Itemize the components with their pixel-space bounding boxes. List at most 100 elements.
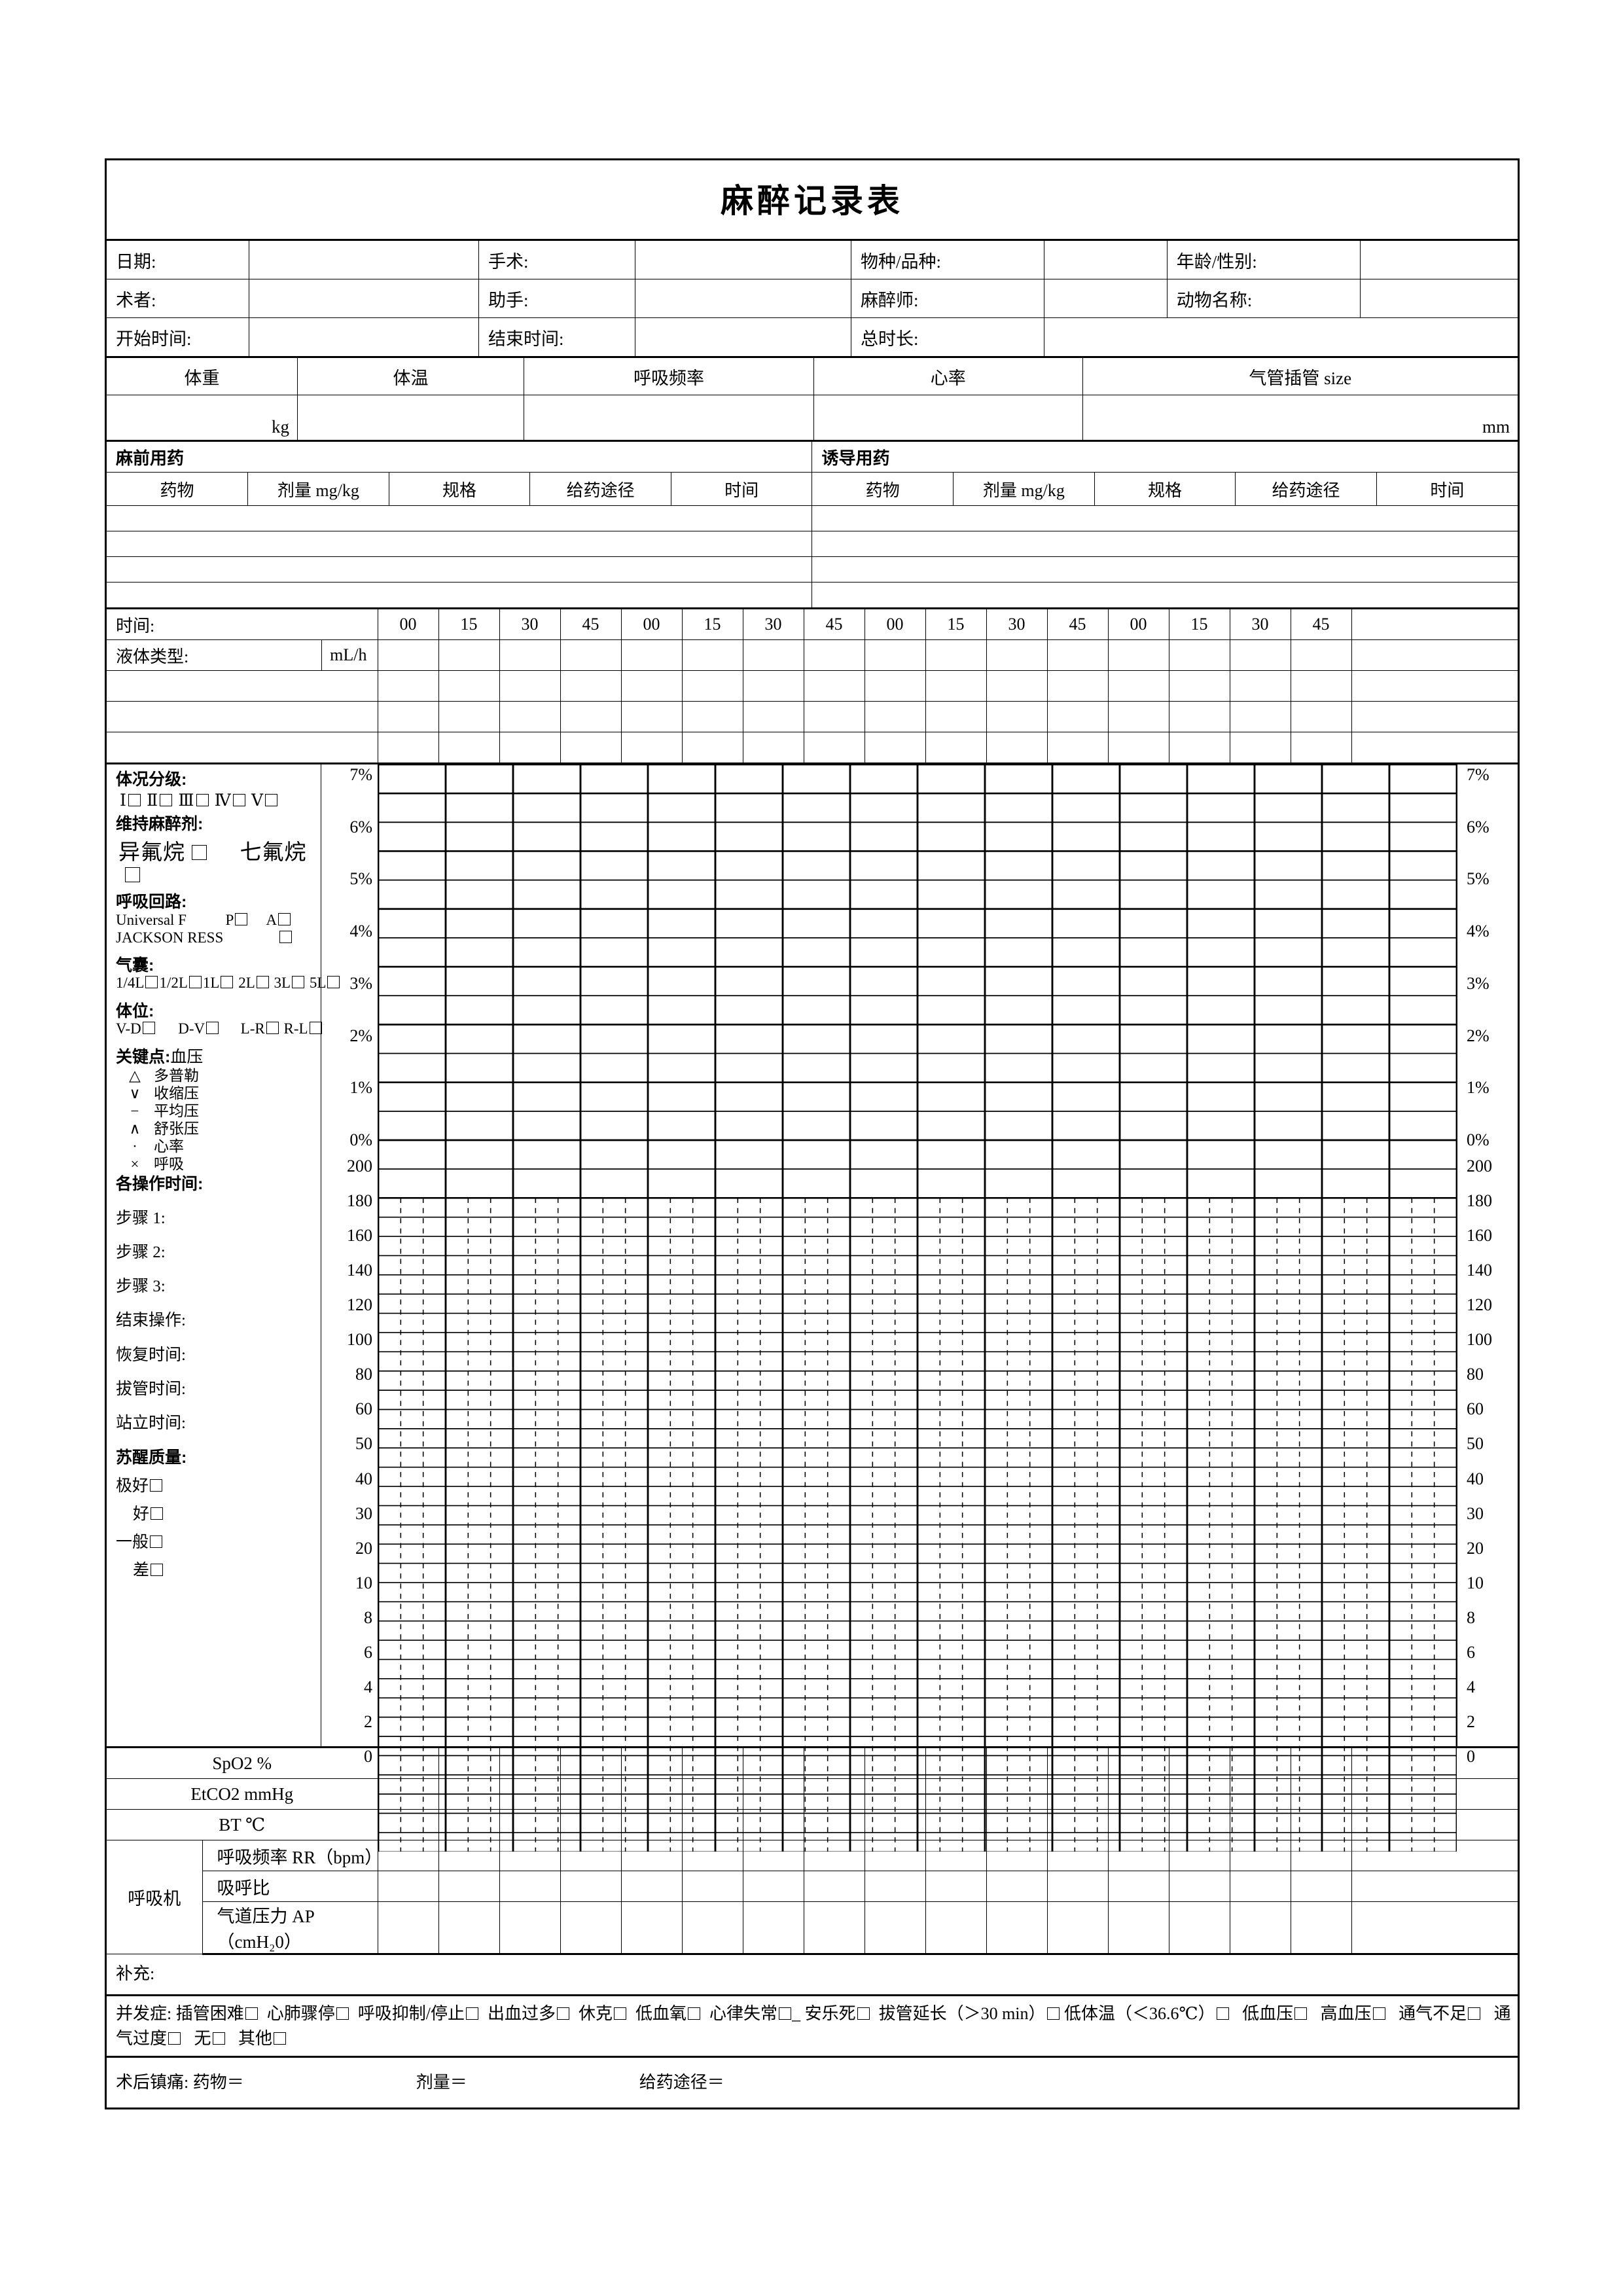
measure-cell[interactable] — [1047, 1809, 1109, 1840]
extra-cell[interactable] — [1169, 670, 1230, 702]
extra-cell[interactable] — [1169, 701, 1230, 732]
measure-cell[interactable] — [682, 1840, 743, 1871]
measure-cell[interactable] — [438, 1748, 500, 1779]
measure-cell[interactable] — [1169, 1748, 1230, 1779]
fluid-cell[interactable] — [743, 639, 804, 671]
measure-cell[interactable] — [925, 1809, 987, 1840]
measure-cell[interactable] — [804, 1840, 865, 1871]
fluid-cell[interactable] — [1169, 639, 1230, 671]
operation-extubation-time[interactable]: 拔管时间: — [116, 1380, 186, 1398]
measure-cell[interactable] — [865, 1871, 926, 1902]
extra-cell[interactable] — [1169, 732, 1230, 764]
vitals-value-weight[interactable]: kg — [107, 395, 298, 442]
measure-cell[interactable] — [682, 1871, 743, 1902]
induction-entry-1[interactable] — [812, 505, 1518, 531]
extra-cell[interactable] — [499, 732, 561, 764]
extra-cell[interactable] — [438, 701, 500, 732]
checkbox-icon[interactable] — [150, 1535, 163, 1549]
fluid-cell[interactable] — [986, 639, 1048, 671]
measure-cell[interactable] — [925, 1840, 987, 1871]
checkbox-icon[interactable] — [1216, 2007, 1229, 2020]
checkbox-icon[interactable] — [779, 2007, 792, 2020]
measure-cell[interactable] — [1291, 1901, 1352, 1955]
measure-cell[interactable] — [378, 1901, 439, 1955]
extra-cell[interactable] — [1230, 732, 1291, 764]
position-options[interactable]: V-D D-V L-R R-L — [116, 1021, 322, 1037]
measure-cell[interactable] — [621, 1809, 683, 1840]
extra-cell[interactable] — [925, 701, 987, 732]
measure-cell[interactable] — [1108, 1809, 1169, 1840]
measure-cell[interactable] — [560, 1901, 622, 1955]
extra-cell[interactable] — [560, 732, 622, 764]
fluid-cell[interactable] — [1230, 639, 1291, 671]
measure-cell[interactable] — [1230, 1840, 1291, 1871]
extra-cell[interactable] — [804, 670, 865, 702]
fluid-cell[interactable] — [1351, 639, 1518, 671]
extra-cell[interactable] — [804, 701, 865, 732]
measure-cell[interactable] — [1108, 1748, 1169, 1779]
measure-cell[interactable] — [499, 1809, 561, 1840]
measure-cell[interactable] — [865, 1748, 926, 1779]
measure-cell[interactable] — [1351, 1871, 1518, 1902]
fluid-cell[interactable] — [499, 639, 561, 671]
extra-cell[interactable] — [1291, 732, 1352, 764]
extra-cell[interactable] — [499, 701, 561, 732]
extra-cell[interactable] — [1230, 701, 1291, 732]
extra-cell[interactable] — [986, 732, 1048, 764]
analgesia-row[interactable]: 术后镇痛: 药物＝ 剂量＝ 给药途径＝ — [107, 2058, 1518, 2108]
extra-cell[interactable] — [621, 701, 683, 732]
checkbox-icon[interactable] — [1372, 2007, 1385, 2020]
measure-cell[interactable] — [1047, 1871, 1109, 1902]
measure-cell[interactable] — [925, 1748, 987, 1779]
asa-options[interactable]: Ⅰ Ⅱ Ⅲ Ⅳ Ⅴ — [116, 793, 321, 810]
measure-cell[interactable] — [621, 1840, 683, 1871]
extra-cell[interactable] — [1047, 670, 1109, 702]
extra-cell[interactable] — [378, 670, 439, 702]
field-value-species[interactable] — [1044, 241, 1168, 279]
chart-grid[interactable] — [378, 764, 1457, 1852]
measure-cell[interactable] — [1108, 1901, 1169, 1955]
extra-cell[interactable] — [1291, 701, 1352, 732]
measure-cell[interactable] — [499, 1748, 561, 1779]
extra-cell[interactable] — [1047, 701, 1109, 732]
extra-cell[interactable] — [438, 670, 500, 702]
fluid-cell[interactable] — [925, 639, 987, 671]
measure-cell[interactable] — [682, 1809, 743, 1840]
checkbox-icon[interactable] — [151, 1564, 164, 1577]
fluid-cell[interactable] — [560, 639, 622, 671]
premed-entry-2[interactable] — [107, 531, 813, 557]
measure-cell[interactable] — [925, 1901, 987, 1955]
checkbox-icon[interactable] — [1294, 2007, 1308, 2020]
extra-cell[interactable] — [621, 670, 683, 702]
measure-cell[interactable] — [560, 1748, 622, 1779]
extra-cell[interactable] — [682, 701, 743, 732]
measure-cell[interactable] — [499, 1901, 561, 1955]
field-value-age-sex[interactable] — [1360, 241, 1518, 279]
fluid-cell[interactable] — [1047, 639, 1109, 671]
checkbox-icon[interactable] — [232, 794, 245, 807]
extra-cell[interactable] — [682, 670, 743, 702]
fluid-cell[interactable] — [438, 639, 500, 671]
measure-cell[interactable] — [1169, 1840, 1230, 1871]
checkbox-icon[interactable] — [336, 2007, 349, 2020]
fluid-cell[interactable] — [621, 639, 683, 671]
extra-cell[interactable] — [1108, 732, 1169, 764]
measure-cell[interactable] — [1291, 1871, 1352, 1902]
extra-cell[interactable] — [804, 732, 865, 764]
measure-cell[interactable] — [438, 1840, 500, 1871]
checkbox-icon[interactable] — [192, 844, 207, 860]
measure-cell[interactable] — [986, 1871, 1048, 1902]
extra-cell[interactable] — [1108, 670, 1169, 702]
measure-cell[interactable] — [804, 1871, 865, 1902]
checkbox-icon[interactable] — [128, 794, 141, 807]
fluid-cell[interactable] — [682, 639, 743, 671]
operation-step-1[interactable]: 步骤 1: — [116, 1209, 166, 1227]
checkbox-icon[interactable] — [196, 794, 209, 807]
complications-row[interactable]: 并发症: 插管困难 心肺骤停 呼吸抑制/停止 出血过多 休克 低血氧 心律失常 _… — [107, 1996, 1518, 2058]
induction-entry-2[interactable] — [812, 531, 1518, 557]
operation-step-3[interactable]: 步骤 3: — [116, 1278, 166, 1296]
operation-end[interactable]: 结束操作: — [116, 1312, 186, 1330]
extra-cell[interactable] — [560, 701, 622, 732]
measure-cell[interactable] — [986, 1840, 1048, 1871]
analgesia-dose-field[interactable]: 剂量＝ — [416, 2073, 467, 2092]
